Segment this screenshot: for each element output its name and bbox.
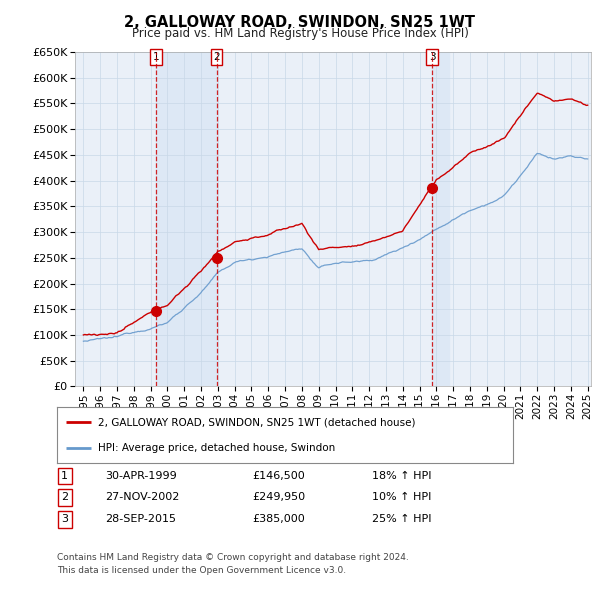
Text: Price paid vs. HM Land Registry's House Price Index (HPI): Price paid vs. HM Land Registry's House …: [131, 27, 469, 40]
Text: HPI: Average price, detached house, Swindon: HPI: Average price, detached house, Swin…: [98, 443, 335, 453]
Text: 27-NOV-2002: 27-NOV-2002: [105, 493, 179, 502]
Text: 1: 1: [153, 52, 160, 62]
Text: £146,500: £146,500: [252, 471, 305, 481]
Bar: [156, 52, 217, 386]
Text: 25% ↑ HPI: 25% ↑ HPI: [372, 514, 431, 524]
Text: £385,000: £385,000: [252, 514, 305, 524]
Text: Contains HM Land Registry data © Crown copyright and database right 2024.: Contains HM Land Registry data © Crown c…: [57, 553, 409, 562]
Bar: [432, 52, 449, 386]
Text: 2, GALLOWAY ROAD, SWINDON, SN25 1WT (detached house): 2, GALLOWAY ROAD, SWINDON, SN25 1WT (det…: [98, 417, 416, 427]
Text: 10% ↑ HPI: 10% ↑ HPI: [372, 493, 431, 502]
Text: 2: 2: [213, 52, 220, 62]
Text: 28-SEP-2015: 28-SEP-2015: [105, 514, 176, 524]
Text: 3: 3: [429, 52, 436, 62]
Text: 2: 2: [61, 493, 68, 502]
Text: 18% ↑ HPI: 18% ↑ HPI: [372, 471, 431, 481]
Text: 3: 3: [61, 514, 68, 524]
Text: 30-APR-1999: 30-APR-1999: [105, 471, 177, 481]
Text: This data is licensed under the Open Government Licence v3.0.: This data is licensed under the Open Gov…: [57, 566, 346, 575]
Text: 2, GALLOWAY ROAD, SWINDON, SN25 1WT: 2, GALLOWAY ROAD, SWINDON, SN25 1WT: [125, 15, 476, 30]
Text: 1: 1: [61, 471, 68, 481]
Text: £249,950: £249,950: [252, 493, 305, 502]
